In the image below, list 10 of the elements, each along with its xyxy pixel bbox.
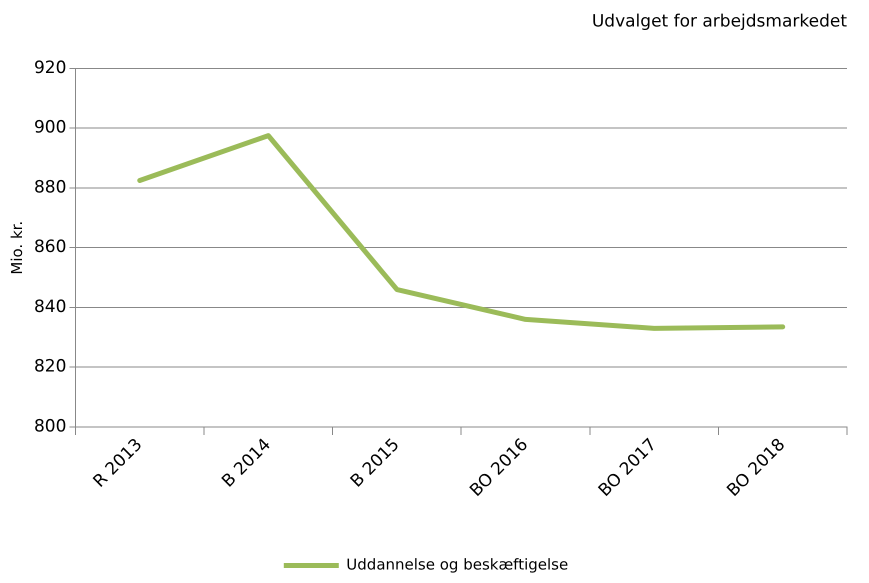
y-axis-title: Mio. kr.	[8, 220, 26, 275]
chart-title: Udvalget for arbejdsmarkedet	[592, 12, 848, 32]
y-tick-label: 800	[34, 416, 66, 436]
legend-label: Uddannelse og beskæftigelse	[346, 555, 568, 574]
y-tick-label: 860	[34, 237, 66, 258]
y-tick-label: 840	[34, 296, 66, 317]
y-tick-label: 900	[34, 118, 66, 138]
y-tick-label: 920	[34, 58, 66, 78]
y-tick-label: 820	[34, 356, 66, 377]
y-tick-label: 880	[34, 177, 66, 198]
